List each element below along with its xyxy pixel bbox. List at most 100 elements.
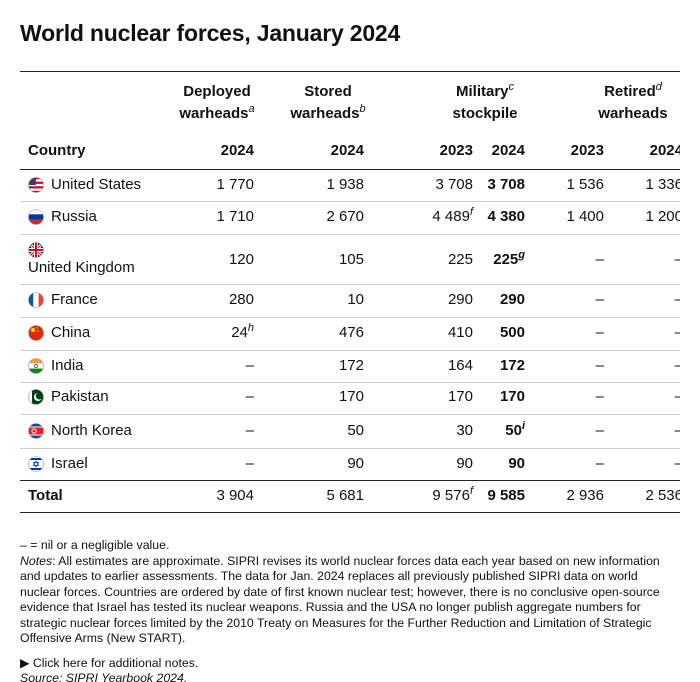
country-name: Russia [51, 208, 97, 225]
notes-text: : All estimates are approximate. SIPRI r… [20, 553, 660, 646]
footnote-mark: g [518, 249, 525, 261]
row-rule [20, 284, 680, 285]
table-cell: 105 [338, 251, 364, 268]
table-cell: 3 708 [487, 176, 525, 193]
header-text: stockpile [452, 105, 518, 122]
group-header: warheadsb [258, 103, 398, 123]
more-notes-link[interactable]: ▶ Click here for additional notes. [20, 656, 680, 672]
table-cell: 90 [456, 455, 473, 472]
table-cell: – [595, 324, 604, 341]
table-cell: 4 489f [353, 207, 473, 226]
footnote-mark: d [655, 81, 662, 93]
column-header: 2023 [570, 142, 604, 159]
table-cell: – [595, 357, 604, 374]
header-text: Retired [604, 83, 656, 100]
footnote-mark: h [247, 322, 254, 334]
total-rule [20, 480, 680, 481]
table-cell: 280 [228, 291, 254, 308]
table-cell: – [563, 455, 680, 473]
table-cell: 1 710 [216, 208, 254, 225]
country-name: United Kingdom [28, 259, 135, 276]
table-cell: – [245, 455, 254, 472]
row-rule [20, 234, 680, 235]
table-cell: 170 [499, 388, 525, 405]
group-header: Retiredd [563, 81, 680, 101]
flag-icon [28, 177, 44, 193]
column-header: 2023 [439, 142, 473, 159]
row-rule [20, 382, 680, 383]
table-cell: 225 [447, 251, 473, 268]
table-cell: – [563, 388, 680, 406]
flag-icon [28, 209, 44, 225]
total-cell: 9 576f [353, 485, 473, 505]
table-cell: – [563, 291, 680, 309]
footnote-mark: f [469, 485, 473, 497]
footnote-mark: i [521, 420, 525, 432]
top-rule [20, 71, 680, 72]
table-cell: 290 [499, 291, 525, 308]
total-cell: 2 536 [645, 487, 680, 504]
header-rule [20, 169, 680, 170]
table-cell: – [595, 422, 604, 439]
table-cell: – [563, 251, 680, 269]
table-cell: 2 670 [326, 208, 364, 225]
legend-note: – = nil or a negligible value. [20, 538, 170, 552]
country-name: Pakistan [51, 388, 109, 405]
flag-icon [28, 292, 44, 308]
footnote-mark: a [248, 103, 255, 115]
group-header: Stored [258, 83, 398, 101]
group-header: stockpile [415, 105, 555, 123]
table-cell: – [595, 251, 604, 268]
group-header: Militaryc [415, 81, 555, 101]
table-cell: 1 770 [216, 176, 254, 193]
footnote-mark: b [359, 103, 366, 115]
cell-text: 9 576 [432, 487, 470, 504]
country-name: France [51, 291, 98, 308]
footnote-mark: c [508, 81, 515, 93]
table-cell: – [563, 324, 680, 342]
arrow-icon: ▶ [20, 655, 33, 670]
total-label: Total [28, 487, 63, 504]
table-cell: – [563, 422, 680, 440]
total-cell: 2 936 [566, 487, 604, 504]
header-text: warheads [290, 105, 360, 122]
total-cell: 5 681 [326, 487, 364, 504]
table-cell: 120 [228, 251, 254, 268]
source: Source: SIPRI Yearbook 2024. [20, 671, 188, 682]
table-cell: 1 938 [326, 176, 364, 193]
group-header: warheads [563, 105, 680, 123]
group-header: Deployed [147, 83, 287, 101]
total-cell: 3 904 [216, 487, 254, 504]
group-header: warheadsa [147, 103, 287, 123]
row-rule [20, 414, 680, 415]
table-cell: 170 [447, 388, 473, 405]
table-cell: 1 536 [566, 176, 604, 193]
flag-icon [28, 389, 44, 405]
flag-icon [28, 423, 44, 439]
table-cell: – [595, 388, 604, 405]
table-cell: 90 [508, 455, 525, 472]
header-text: warheads [179, 105, 249, 122]
table-cell: 4 380 [487, 208, 525, 225]
flag-icon [28, 456, 44, 472]
notes-label: Notes [20, 553, 53, 568]
table-cell: 170 [338, 388, 364, 405]
table-cell: 1 336 [645, 176, 680, 193]
table-cell: 24h [134, 322, 254, 342]
header-text: Stored [304, 83, 352, 100]
table-cell: 3 708 [435, 176, 473, 193]
table-cell: – [245, 422, 254, 439]
table-cell: 50i [405, 420, 525, 440]
country-name: United States [51, 176, 142, 193]
table-cell: 410 [447, 324, 473, 341]
table-cell: – [245, 357, 254, 374]
table-cell: 1 200 [645, 208, 680, 225]
table-cell: – [245, 388, 254, 405]
row-rule [20, 317, 680, 318]
link-text[interactable]: Click here for additional notes. [32, 655, 199, 670]
column-header: 2024 [649, 142, 680, 159]
country-name: India [51, 357, 84, 374]
country-name: China [51, 324, 91, 341]
column-header: 2024 [220, 142, 254, 159]
